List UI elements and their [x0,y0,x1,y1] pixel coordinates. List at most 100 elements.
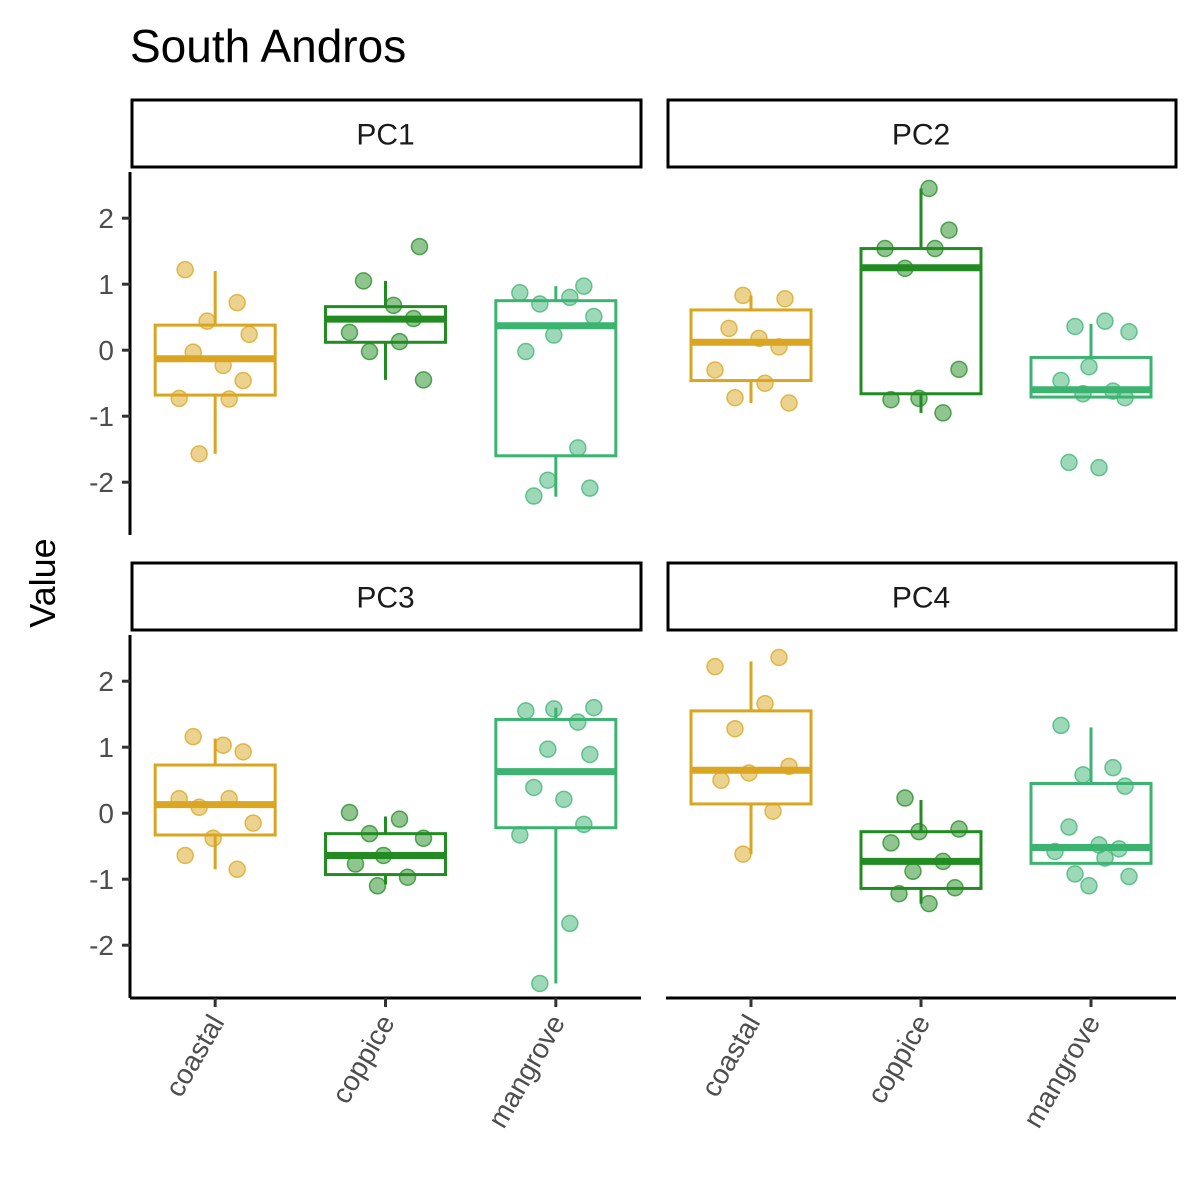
data-point [1120,322,1138,341]
data-point [234,743,252,761]
data-point [569,713,587,731]
data-point [740,764,758,782]
data-point [404,309,423,328]
data-point [561,288,579,307]
box-iqr [1029,782,1153,865]
data-point [585,698,603,717]
data-point [384,296,403,315]
data-point [1074,766,1092,784]
data-point [398,868,417,886]
y-tick-label: -2 [89,467,114,498]
data-point [340,323,359,342]
data-point [882,390,900,409]
data-point [770,338,788,356]
chart-title: South Andros [130,20,406,72]
x-tick-label: coppice [861,1010,936,1109]
data-point [1074,385,1092,403]
data-point [896,789,914,807]
data-point [531,974,549,993]
data-point [1096,312,1114,330]
data-point [374,846,393,865]
strip-box [130,561,643,632]
data-point [184,727,202,746]
data-point [581,479,599,497]
data-point [511,826,529,844]
data-point [896,259,914,278]
strip-label: PC3 [356,582,414,615]
data-point [1066,317,1084,336]
data-point [414,371,433,389]
strip-label: PC4 [892,582,950,615]
y-tick-label: 2 [98,203,114,234]
data-point [940,221,958,239]
data-point [770,648,788,667]
data-point [1104,758,1122,777]
y-tick-label: 0 [98,335,114,366]
data-point [176,846,194,865]
data-point [910,389,928,408]
data-point [575,815,593,834]
box-coastal [689,661,813,855]
data-point [539,740,557,758]
data-point [1052,371,1070,390]
strip-label: PC1 [356,119,414,152]
data-point [1052,716,1070,735]
y-tick-label: -1 [89,401,114,432]
data-point [780,394,798,412]
data-point [198,312,216,330]
data-point [946,879,964,897]
data-point [581,745,599,764]
data-point [734,845,752,863]
data-point [890,884,908,903]
panel-pc1: PC1 -2 -1 0 1 2 [89,98,643,535]
data-point [214,356,232,375]
data-point [726,388,744,407]
data-point [1090,458,1108,477]
facet-panels: PC1 -2 -1 0 1 2 PC2 PC3 -2 -1 0 1 2 coastal coppice man… [89,98,1178,1133]
y-tick-label: 2 [98,666,114,697]
data-point [525,487,543,505]
data-point [1110,840,1128,858]
data-point [561,914,579,933]
data-point [214,736,232,754]
y-tick-label: 0 [98,798,114,829]
box-iqr [689,709,813,806]
data-point [1080,357,1098,376]
data-point [390,332,409,351]
data-point [368,877,387,895]
data-point [776,289,794,308]
data-point [734,286,752,305]
data-point [920,179,938,198]
data-point [340,803,359,822]
data-point [240,325,258,344]
data-point [220,390,238,408]
panel-pc4: PC4 coastal coppice mangrove [666,561,1178,1133]
data-point [706,657,724,676]
data-point [220,789,238,808]
strip-box [130,98,643,169]
data-point [756,374,774,392]
data-point [539,471,557,489]
y-tick-label: 1 [98,732,114,763]
x-tick-label: coppice [326,1010,401,1109]
data-point [410,237,429,256]
data-point [190,798,208,817]
x-tick-label: coastal [695,1010,766,1102]
data-point [780,757,798,776]
data-point [1116,388,1134,407]
data-point [517,702,535,720]
data-point [244,814,262,832]
data-point [511,284,529,302]
data-point [1046,842,1064,861]
data-point [1066,865,1084,883]
data-point [354,272,373,290]
y-tick-label: -1 [89,864,114,895]
data-point [1060,453,1078,472]
data-point [517,342,535,361]
data-point [575,277,593,295]
data-point [190,445,208,463]
data-point [720,319,738,338]
data-point [950,820,968,838]
box-iqr [494,299,618,458]
